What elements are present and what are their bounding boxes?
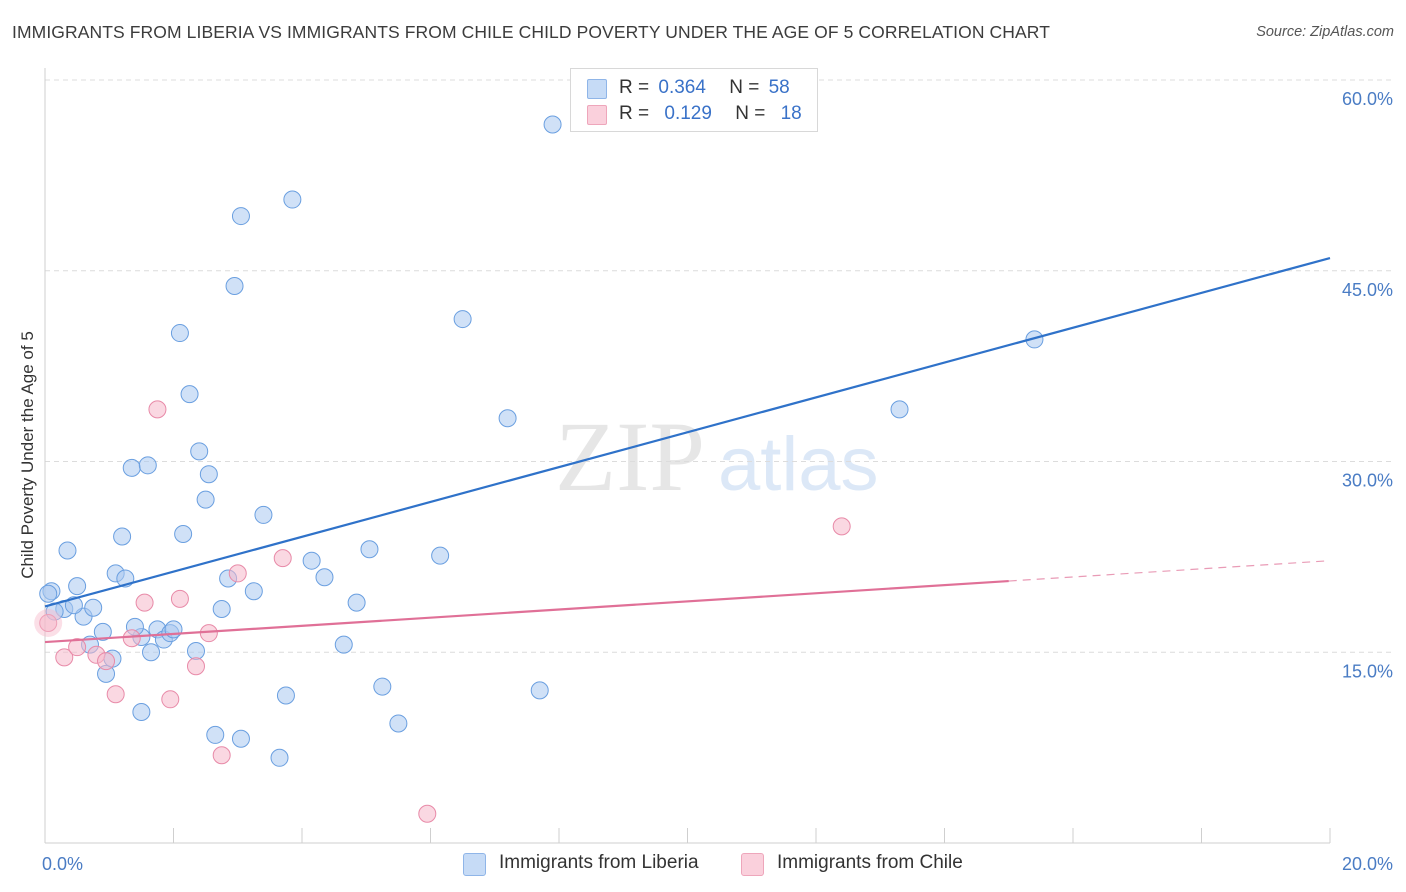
liberia-point [186,641,205,660]
liberia-point [212,600,231,619]
y-axis-label: Child Poverty Under the Age of 5 [18,331,37,579]
legend-n-value: 58 [768,77,790,98]
series-legend-swatch-chile [741,853,764,876]
legend-r-label: R = [619,77,650,98]
legend-text-liberia: R = 0.364 N = 58 [619,77,790,99]
chile-point [39,614,58,633]
series-legend-label-liberia: Immigrants from Liberia [499,852,699,873]
liberia-point [199,465,218,484]
chile-point [97,652,116,671]
stats-legend: R = 0.364 N = 58 R = 0.129 N = 18 [570,68,818,132]
liberia-point [453,310,472,329]
liberia-point [138,456,157,475]
liberia-point [142,643,161,662]
y-tick-label: 45.0% [1342,280,1393,300]
chile-point [832,517,851,536]
liberia-point [498,409,517,428]
liberia-point [206,725,225,744]
liberia-point [231,729,250,748]
liberia-point [254,505,273,524]
chile-point [161,690,180,709]
liberia-point [225,277,244,296]
liberia-point [283,190,302,209]
legend-swatch-chile [587,105,607,125]
chile-point [273,549,292,568]
series-legend-label-chile: Immigrants from Chile [777,852,963,873]
liberia-point [174,524,193,543]
chile-point [106,685,125,704]
watermark-atlas: atlas [718,422,879,507]
liberia-point [68,577,87,596]
grid [45,79,1392,653]
watermark-zip: ZIP [555,401,705,512]
liberia-point [122,458,141,477]
liberia-point [543,115,562,134]
liberia-point [180,385,199,404]
liberia-point [890,400,909,419]
y-tick-labels: 15.0% 30.0% 45.0% 60.0% [1342,89,1393,681]
chile-point [418,804,437,823]
liberia-point [58,541,77,560]
liberia-point [347,593,366,612]
chile-point [228,564,247,583]
liberia-point [431,546,450,565]
chile-point [186,657,205,676]
liberia-point [231,207,250,226]
liberia-point [132,703,151,722]
legend-n-value: 18 [780,103,802,124]
series-chile [34,400,851,823]
watermark: ZIP atlas [555,401,879,512]
legend-r-value: 0.129 [664,103,712,124]
chile-point [135,593,154,612]
liberia-point [389,714,408,733]
x-tick-label: 0.0% [42,854,83,874]
legend-text-chile: R = 0.129 N = 18 [619,103,802,125]
liberia-point [373,677,392,696]
chile-point [212,746,231,765]
trend-line-liberia [44,256,1331,608]
y-tick-label: 30.0% [1342,471,1393,491]
legend-n-label: N = [729,77,760,98]
x-tick-labels: 0.0% 20.0% [42,854,1393,874]
axes [44,68,1331,844]
liberia-point [530,681,549,700]
liberia-point [244,582,263,601]
series-legend-swatch-liberia [463,853,486,876]
liberia-point [360,540,379,559]
liberia-point [93,622,112,641]
source-label: Source: ZipAtlas.com [1256,24,1394,40]
chile-point [68,638,87,657]
chile-point [122,629,141,648]
liberia-point [113,527,132,546]
trend-line-chile-dashed [1008,560,1331,582]
y-tick-label: 60.0% [1342,89,1393,109]
chile-point [170,589,189,608]
liberia-point [334,635,353,654]
legend-swatch-liberia [587,79,607,99]
chart-title: IMMIGRANTS FROM LIBERIA VS IMMIGRANTS FR… [12,22,1051,42]
legend-r-label: R = [619,103,650,124]
liberia-point [302,551,321,570]
chile-point [34,609,63,638]
liberia-point [270,748,289,767]
liberia-point [84,598,103,617]
trend-line-chile [44,579,1009,644]
liberia-point [170,324,189,343]
liberia-point [276,686,295,705]
liberia-point [39,584,58,603]
trend-lines [44,256,1331,644]
liberia-point [190,442,209,461]
series-liberia [39,115,1044,767]
liberia-point [315,568,334,587]
legend-r-value: 0.364 [658,77,706,98]
legend-n-label: N = [735,103,766,124]
chile-point [148,400,167,419]
liberia-point [196,490,215,509]
chile-point [55,648,74,667]
y-tick-label: 15.0% [1342,661,1393,681]
x-tick-label: 20.0% [1342,854,1393,874]
liberia-point [64,596,83,615]
